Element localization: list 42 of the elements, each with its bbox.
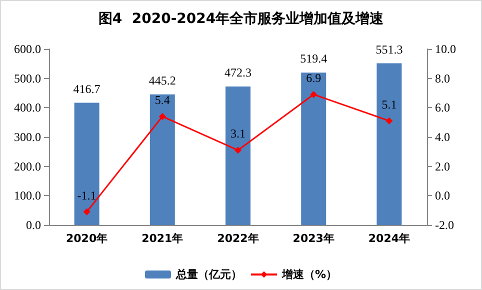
point xyxy=(310,90,318,98)
bar xyxy=(74,102,100,225)
y-tick-label: 300.0 xyxy=(14,130,41,144)
chart-title: 图4 2020-2024年全市服务业增加值及增速 xyxy=(98,10,385,27)
y-tick-label: 500.0 xyxy=(14,71,41,86)
point xyxy=(83,208,90,216)
bar xyxy=(150,94,175,225)
data-label: 551.3 xyxy=(376,42,403,56)
y-tick-label: 600.0 xyxy=(14,42,41,56)
x-tick-label: 2023年 xyxy=(292,232,334,245)
x-tick-label: 2022年 xyxy=(217,232,259,245)
y2-tick-label: -2.0 xyxy=(435,218,454,232)
x-tick-label: 2024年 xyxy=(368,232,410,245)
point xyxy=(234,146,242,154)
data-label: 3.1 xyxy=(230,126,246,141)
data-label: 416.7 xyxy=(73,82,100,96)
data-label: -1.1 xyxy=(77,188,96,202)
data-label: 5.1 xyxy=(382,97,397,112)
data-label: 519.4 xyxy=(300,52,328,66)
y2-tick-label: 2.0 xyxy=(435,159,450,174)
data-label: 6.9 xyxy=(306,70,322,85)
data-label: 5.4 xyxy=(154,92,170,107)
y2-tick-label: 10.0 xyxy=(435,42,456,56)
y-tick-label: 100.0 xyxy=(14,188,41,203)
y-tick-label: 200.0 xyxy=(14,159,41,174)
data-label: 445.2 xyxy=(148,73,176,88)
legend-label: 增速（%） xyxy=(280,268,338,281)
y-tick-label: 400.0 xyxy=(14,100,41,115)
bar xyxy=(301,72,326,225)
x-tick-label: 2021年 xyxy=(142,232,184,245)
data-label: 472.3 xyxy=(224,65,252,80)
y2-tick-label: 8.0 xyxy=(435,71,450,86)
bar xyxy=(376,63,402,225)
y2-tick-label: 0.0 xyxy=(435,188,450,203)
y-tick-label: 0.0 xyxy=(26,218,41,232)
point xyxy=(158,112,166,120)
point xyxy=(386,117,393,124)
legend-label: 总量（亿元） xyxy=(174,268,242,281)
x-tick-label: 2020年 xyxy=(66,232,108,245)
bar xyxy=(226,86,250,225)
y2-tick-label: 4.0 xyxy=(435,130,450,144)
y2-tick-label: 6.0 xyxy=(435,100,450,115)
